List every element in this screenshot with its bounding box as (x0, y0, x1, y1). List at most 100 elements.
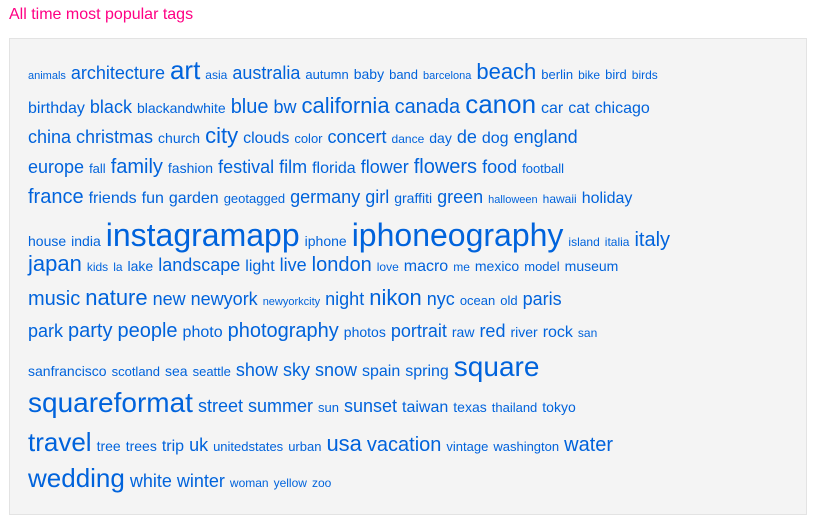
tag-link-sea[interactable]: sea (165, 363, 188, 379)
tag-link-band[interactable]: band (389, 67, 419, 82)
tag-link-church[interactable]: church (158, 130, 201, 146)
tag-link-family[interactable]: family (110, 156, 163, 178)
tag-link-yellow[interactable]: yellow (273, 476, 307, 490)
tag-link-food[interactable]: food (482, 157, 518, 177)
tag-link-day[interactable]: day (429, 130, 452, 146)
tag-link-australia[interactable]: australia (232, 63, 301, 83)
tag-link-sanfrancisco[interactable]: sanfrancisco (28, 363, 107, 379)
tag-link-sunset[interactable]: sunset (343, 396, 398, 416)
tag-link-concert[interactable]: concert (327, 127, 387, 147)
tag-link-chicago[interactable]: chicago (594, 100, 650, 117)
tag-link-florida[interactable]: florida (312, 160, 356, 177)
tag-link-nyc[interactable]: nyc (426, 289, 455, 309)
tag-link-germany[interactable]: germany (290, 187, 361, 207)
tag-link-texas[interactable]: texas (453, 399, 487, 415)
tag-link-bike[interactable]: bike (578, 68, 601, 82)
tag-link-blue[interactable]: blue (230, 96, 269, 118)
tag-link-la[interactable]: la (113, 260, 123, 274)
tag-link-wedding[interactable]: wedding (28, 463, 125, 493)
tag-link-seattle[interactable]: seattle (192, 364, 231, 379)
tag-link-architecture[interactable]: architecture (70, 63, 165, 83)
tag-link-unitedstates[interactable]: unitedstates (213, 439, 284, 454)
tag-link-snow[interactable]: snow (314, 360, 357, 380)
tag-link-football[interactable]: football (522, 161, 565, 176)
tag-link-color[interactable]: color (294, 131, 323, 146)
tag-link-squareformat[interactable]: squareformat (28, 387, 193, 418)
tag-link-instagramapp[interactable]: instagramapp (105, 217, 300, 253)
tag-link-flower[interactable]: flower (360, 157, 409, 177)
tag-link-winter[interactable]: winter (176, 471, 225, 491)
tag-link-flowers[interactable]: flowers (413, 156, 478, 178)
tag-link-travel[interactable]: travel (28, 427, 92, 457)
tag-link-animals[interactable]: animals (28, 70, 66, 82)
tag-link-square[interactable]: square (453, 351, 540, 382)
tag-link-park[interactable]: park (28, 321, 64, 341)
tag-link-street[interactable]: street (197, 396, 243, 416)
tag-link-vintage[interactable]: vintage (446, 439, 489, 454)
tag-link-canada[interactable]: canada (394, 96, 461, 118)
tag-link-holiday[interactable]: holiday (581, 190, 633, 207)
tag-link-italia[interactable]: italia (604, 235, 630, 249)
tag-link-trip[interactable]: trip (161, 438, 185, 455)
tag-link-de[interactable]: de (456, 127, 477, 147)
tag-link-dance[interactable]: dance (391, 132, 425, 146)
tag-link-nature[interactable]: nature (85, 285, 148, 310)
tag-link-newyorkcity[interactable]: newyorkcity (262, 296, 321, 308)
tag-link-barcelona[interactable]: barcelona (423, 70, 472, 82)
tag-link-asia[interactable]: asia (205, 68, 228, 82)
tag-link-clouds[interactable]: clouds (243, 130, 290, 147)
tag-link-friends[interactable]: friends (88, 190, 137, 207)
tag-link-photo[interactable]: photo (182, 324, 223, 341)
tag-link-island[interactable]: island (568, 235, 600, 249)
tag-link-city[interactable]: city (205, 123, 239, 148)
tag-link-japan[interactable]: japan (28, 251, 82, 276)
tag-link-sky[interactable]: sky (282, 360, 310, 380)
tag-link-sun[interactable]: sun (318, 400, 339, 415)
tag-link-film[interactable]: film (279, 157, 308, 177)
tag-link-rock[interactable]: rock (542, 324, 573, 341)
tag-link-fun[interactable]: fun (141, 190, 164, 207)
tag-link-trees[interactable]: trees (125, 438, 157, 454)
tag-link-berlin[interactable]: berlin (541, 67, 574, 82)
tag-link-love[interactable]: love (376, 260, 399, 274)
tag-link-canon[interactable]: canon (465, 89, 537, 119)
tag-link-new[interactable]: new (152, 289, 186, 309)
tag-link-nikon[interactable]: nikon (369, 285, 422, 310)
tag-link-garden[interactable]: garden (168, 190, 219, 207)
tag-link-autumn[interactable]: autumn (305, 67, 349, 82)
tag-link-red[interactable]: red (479, 321, 506, 341)
tag-link-washington[interactable]: washington (493, 439, 560, 454)
tag-link-car[interactable]: car (541, 100, 564, 117)
tag-link-summer[interactable]: summer (248, 396, 314, 416)
tag-link-water[interactable]: water (564, 434, 614, 456)
tag-link-cat[interactable]: cat (568, 100, 590, 117)
tag-link-fall[interactable]: fall (89, 161, 106, 176)
tag-link-house[interactable]: house (28, 233, 67, 249)
tag-link-baby[interactable]: baby (353, 66, 385, 82)
tag-link-beach[interactable]: beach (476, 59, 537, 84)
tag-link-river[interactable]: river (510, 324, 538, 340)
tag-link-museum[interactable]: museum (564, 258, 619, 274)
tag-link-live[interactable]: live (279, 255, 307, 275)
tag-link-china[interactable]: china (28, 127, 72, 147)
tag-link-tree[interactable]: tree (96, 438, 121, 454)
tag-link-light[interactable]: light (245, 258, 275, 275)
tag-link-photos[interactable]: photos (343, 324, 386, 340)
tag-link-iphoneography[interactable]: iphoneography (351, 217, 564, 253)
tag-link-woman[interactable]: woman (229, 476, 269, 490)
tag-link-party[interactable]: party (68, 320, 113, 342)
tag-link-vacation[interactable]: vacation (366, 434, 442, 456)
tag-link-green[interactable]: green (437, 187, 484, 207)
tag-link-landscape[interactable]: landscape (158, 255, 241, 275)
tag-link-italy[interactable]: italy (634, 229, 671, 251)
tag-link-raw[interactable]: raw (451, 324, 475, 340)
tag-link-geotagged[interactable]: geotagged (223, 191, 286, 206)
tag-link-iphone[interactable]: iphone (304, 233, 347, 249)
tag-link-girl[interactable]: girl (365, 187, 390, 207)
tag-link-urban[interactable]: urban (288, 439, 322, 454)
tag-link-portrait[interactable]: portrait (390, 321, 447, 341)
tag-link-europe[interactable]: europe (28, 157, 85, 177)
tag-link-uk[interactable]: uk (189, 435, 209, 455)
tag-link-france[interactable]: france (28, 186, 84, 208)
tag-link-california[interactable]: california (301, 93, 390, 118)
